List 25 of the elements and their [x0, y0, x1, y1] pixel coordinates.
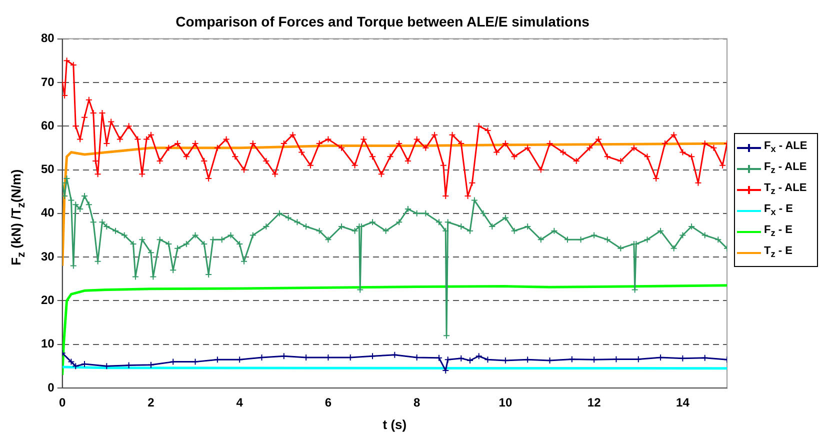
y-tick-label: 50 — [40, 162, 55, 176]
x-tick-label: 0 — [59, 396, 66, 410]
y-tick-label: 40 — [40, 206, 55, 220]
legend-label: T$_{z}$ - E — [764, 245, 792, 260]
y-tick-label: 60 — [40, 118, 55, 132]
x-tick-label: 6 — [324, 396, 332, 410]
x-tick-label: 12 — [587, 396, 602, 410]
legend-label: F$_{z}$ - E — [764, 224, 792, 239]
x-axis-title: t (s) — [382, 416, 407, 432]
x-tick-label: 8 — [413, 396, 420, 410]
y-tick-label: 20 — [40, 293, 55, 308]
legend-label: F$_{x}$ - E — [764, 203, 793, 218]
legend-label: T$_{z}$ - ALE — [764, 182, 807, 197]
legend-label: F$_{z}$ - ALE — [764, 161, 807, 176]
chart-title: Comparison of Forces and Torque between ALE/E simulations — [176, 13, 590, 30]
y-tick-label: 70 — [40, 74, 55, 89]
y-tick-label: 10 — [40, 336, 55, 351]
x-tick-label: 2 — [148, 396, 155, 410]
y-tick-label: 30 — [40, 249, 55, 264]
y-tick-label: 80 — [40, 31, 55, 46]
legend-label: F$_{x}$ - ALE — [764, 140, 808, 155]
x-tick-label: 4 — [236, 396, 244, 410]
y-tick-label: 0 — [48, 380, 55, 394]
x-tick-label: 10 — [498, 396, 512, 410]
x-tick-label: 14 — [676, 396, 690, 410]
